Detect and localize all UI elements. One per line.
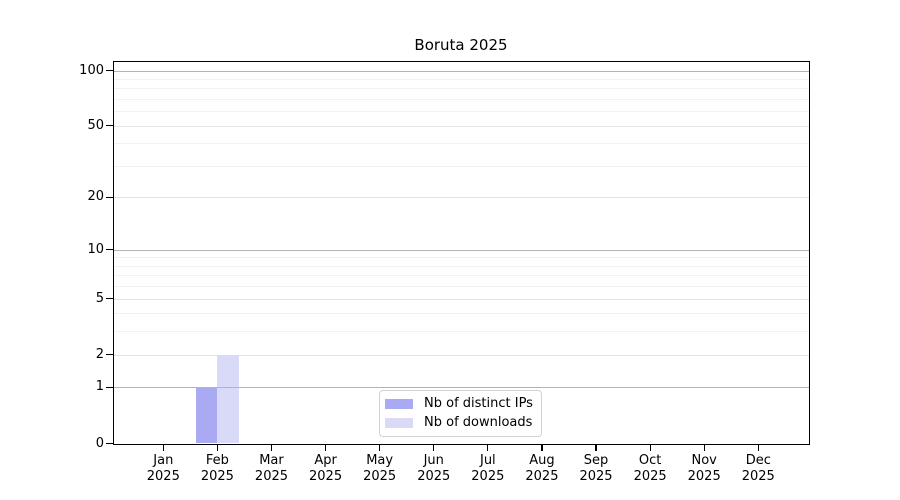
chart-title: Boruta 2025: [414, 36, 508, 54]
legend-entry-nb-of-downloads: Nb of downloads: [385, 413, 541, 432]
x-tick-month: Jul: [479, 453, 496, 468]
x-tick-apr: [324, 444, 327, 451]
gridline-y-10: [112, 249, 810, 251]
x-tick-jun: [433, 444, 435, 451]
y-tick-1: [106, 386, 113, 389]
x-tick-label-apr: Apr 2025: [298, 453, 354, 484]
gridline-y-80: [112, 88, 810, 90]
x-tick-month: Jan: [153, 453, 174, 468]
gridline-y-6: [112, 286, 810, 288]
x-tick-label-aug: Aug 2025: [514, 453, 570, 484]
legend-label-nb-of-distinct-ips: Nb of distinct IPs: [424, 396, 533, 411]
x-tick-label-sep: Sep 2025: [568, 453, 624, 484]
x-tick-aug: [541, 444, 543, 451]
y-tick-5: [106, 298, 113, 300]
x-tick-dec: [757, 444, 759, 451]
y-tick-label-100: 100: [79, 62, 104, 78]
legend-label-nb-of-downloads: Nb of downloads: [424, 415, 533, 430]
x-tick-month: Sep: [583, 453, 609, 468]
y-tick-label-10: 10: [87, 241, 104, 257]
x-tick-year: 2025: [309, 468, 343, 484]
legend-swatch-nb-of-downloads: [385, 417, 413, 428]
x-tick-label-feb: Feb 2025: [189, 453, 245, 484]
bar-nb-of-distinct-ips-feb: [196, 387, 218, 444]
x-tick-label-mar: Mar 2025: [243, 453, 299, 484]
x-tick-label-dec: Dec 2025: [730, 453, 786, 484]
gridline-y-9: [112, 257, 810, 259]
y-tick-100: [106, 69, 113, 72]
x-tick-year: 2025: [741, 468, 775, 484]
y-tick-label-1: 1: [95, 379, 104, 395]
x-tick-label-jul: Jul 2025: [460, 453, 516, 484]
legend: Nb of distinct IPs Nb of downloads: [379, 389, 542, 437]
legend-entry-nb-of-distinct-ips: Nb of distinct IPs: [385, 394, 541, 413]
gridline-y-60: [112, 111, 810, 113]
x-tick-year: 2025: [579, 468, 613, 484]
x-tick-jul: [487, 444, 489, 451]
plot-area: [112, 60, 810, 445]
x-tick-month: Mar: [259, 453, 284, 468]
x-tick-oct: [649, 444, 651, 451]
x-tick-year: 2025: [687, 468, 721, 484]
x-tick-month: Feb: [205, 453, 229, 468]
gridline-y-20: [112, 197, 810, 199]
x-tick-month: Jun: [423, 453, 444, 468]
y-tick-label-5: 5: [95, 290, 104, 306]
x-tick-may: [379, 444, 381, 451]
y-tick-label-2: 2: [95, 346, 104, 362]
gridline-y-4: [112, 313, 810, 315]
x-tick-year: 2025: [254, 468, 289, 484]
x-tick-year: 2025: [200, 468, 234, 484]
x-tick-month: May: [366, 453, 394, 468]
y-tick-2: [106, 354, 113, 356]
x-tick-mar: [270, 444, 273, 451]
x-tick-month: Nov: [691, 453, 717, 468]
y-tick-0: [106, 442, 113, 445]
gridline-y-70: [112, 98, 810, 100]
gridline-y-5: [112, 298, 810, 300]
gridline-y-100: [112, 70, 810, 72]
legend-swatch-nb-of-distinct-ips: [385, 398, 413, 409]
x-tick-label-jan: Jan 2025: [135, 453, 191, 484]
x-tick-year: 2025: [525, 468, 559, 484]
x-tick-month: Oct: [638, 453, 662, 468]
x-tick-label-jun: Jun 2025: [406, 453, 462, 484]
x-tick-month: Dec: [745, 453, 771, 468]
gridline-y-50: [112, 125, 810, 127]
x-tick-year: 2025: [363, 468, 397, 484]
x-tick-sep: [595, 444, 597, 451]
x-tick-label-may: May 2025: [352, 453, 408, 484]
gridline-y-30: [112, 165, 810, 167]
x-tick-year: 2025: [417, 468, 451, 484]
gridline-y-40: [112, 143, 810, 145]
y-tick-50: [106, 125, 113, 127]
y-tick-label-50: 50: [87, 117, 104, 133]
x-tick-jan: [162, 444, 164, 451]
x-tick-feb: [216, 444, 218, 451]
x-tick-month: Apr: [314, 453, 337, 468]
bar-nb-of-downloads-feb: [217, 354, 239, 444]
y-tick-label-20: 20: [87, 189, 104, 205]
y-tick-label-0: 0: [95, 435, 104, 451]
x-tick-label-nov: Nov 2025: [676, 453, 732, 484]
x-tick-label-oct: Oct 2025: [622, 453, 678, 484]
y-tick-10: [106, 249, 113, 251]
x-tick-year: 2025: [471, 468, 505, 484]
gridline-y-1: [112, 387, 810, 389]
gridline-y-7: [112, 275, 810, 277]
gridline-y-90: [112, 78, 810, 80]
x-tick-year: 2025: [633, 468, 667, 484]
x-tick-month: Aug: [529, 453, 555, 468]
gridline-y-8: [112, 265, 810, 267]
y-tick-20: [106, 196, 113, 199]
x-tick-year: 2025: [146, 468, 180, 484]
gridline-y-3: [112, 331, 810, 333]
x-tick-nov: [703, 444, 705, 451]
gridline-y-2: [112, 354, 810, 356]
